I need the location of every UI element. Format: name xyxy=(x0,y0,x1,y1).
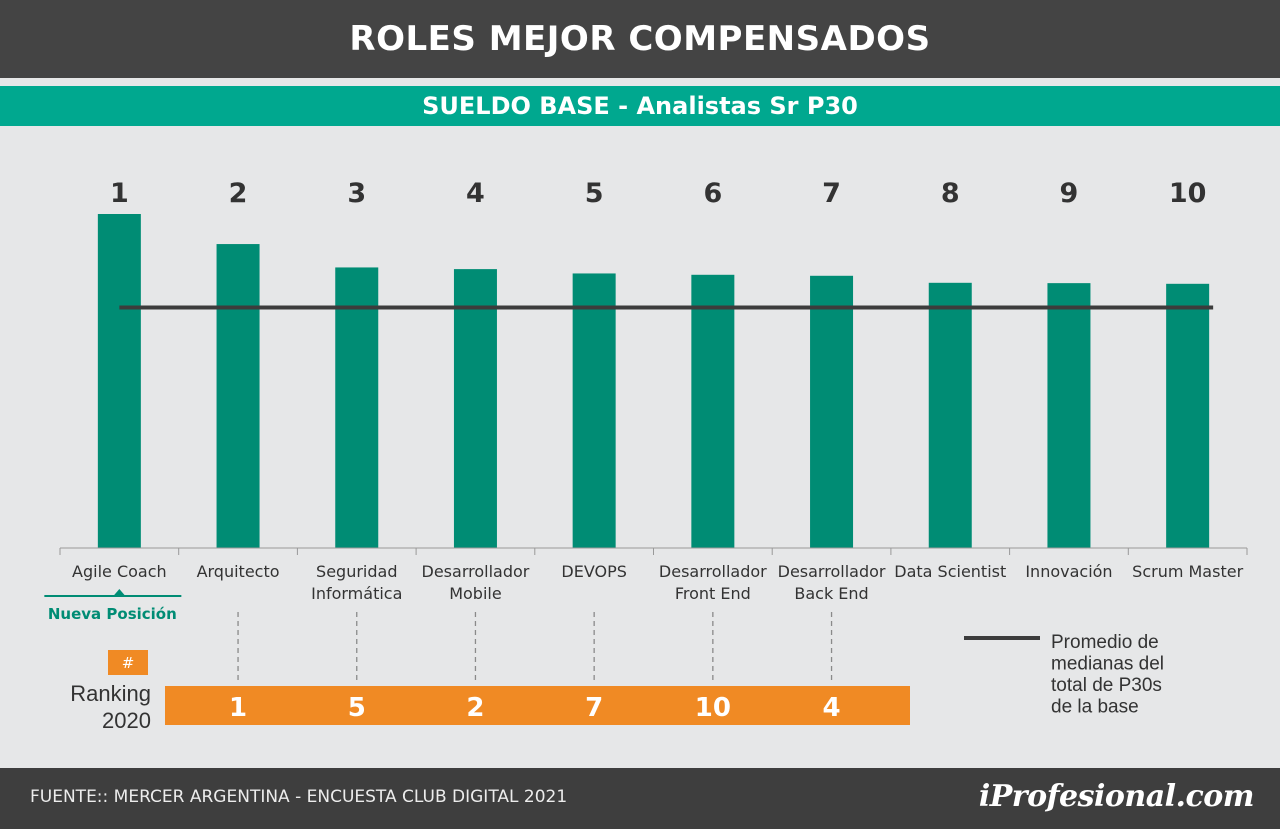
ranking-2020-label: Ranking 2020 xyxy=(70,681,151,733)
footer: FUENTE:: MERCER ARGENTINA - ENCUESTA CLU… xyxy=(0,768,1280,829)
bar-10 xyxy=(1166,283,1210,548)
bar-6 xyxy=(691,274,735,548)
category-label: Data Scientist xyxy=(894,562,1006,581)
bar-1 xyxy=(97,214,141,548)
rank-label: 7 xyxy=(822,178,841,209)
rank-label: 2 xyxy=(229,178,248,209)
ranking-value: 4 xyxy=(823,693,841,723)
bar-4 xyxy=(453,269,497,548)
category-label: Desarrollador Back End xyxy=(778,562,886,603)
category-label: Scrum Master xyxy=(1132,562,1243,581)
bar-8 xyxy=(928,282,972,548)
rank-label: 6 xyxy=(703,178,722,209)
category-label: Desarrollador Mobile xyxy=(422,562,530,603)
new-position-label: Nueva Posición xyxy=(48,605,177,623)
ranking-bar xyxy=(165,686,910,725)
ranking-value: 1 xyxy=(229,693,247,723)
category-label: Arquitecto xyxy=(197,562,280,581)
source-note: FUENTE:: MERCER ARGENTINA - ENCUESTA CLU… xyxy=(30,787,568,807)
bar-3 xyxy=(335,267,379,548)
ranking-badge xyxy=(108,650,148,675)
category-label: Innovación xyxy=(1025,562,1112,581)
bar-9 xyxy=(1047,283,1091,548)
rank-label: 10 xyxy=(1169,178,1207,209)
ranking-value: 7 xyxy=(585,693,603,723)
category-label: Desarrollador Front End xyxy=(659,562,767,603)
ranking-badge-label: # xyxy=(122,654,135,672)
category-label: Agile Coach xyxy=(72,562,167,581)
ranking-value: 2 xyxy=(466,693,484,723)
chart-subtitle: SUELDO BASE - Analistas Sr P30 xyxy=(0,86,1280,126)
new-position-marker xyxy=(113,589,126,596)
bar-2 xyxy=(216,244,260,548)
rank-label: 5 xyxy=(585,178,604,209)
rank-label: 9 xyxy=(1060,178,1079,209)
bar-chart: 1 2 3 4 5 6 7 8 9 10 Agile Coach Arquitecto Segurida… xyxy=(44,178,1248,733)
rank-label: 1 xyxy=(110,178,129,209)
category-label: DEVOPS xyxy=(561,562,627,581)
bar-5 xyxy=(572,273,616,548)
ranking-value: 5 xyxy=(348,693,366,723)
rank-label: 4 xyxy=(466,178,485,209)
legend-label: Promedio de medianas del total de P30s de l… xyxy=(1051,632,1164,718)
ranking-value: 10 xyxy=(695,693,731,723)
rank-label: 3 xyxy=(347,178,366,209)
chart-title: ROLES MEJOR COMPENSADOS xyxy=(0,0,1280,78)
rank-label: 8 xyxy=(941,178,960,209)
bar-7 xyxy=(810,275,854,548)
category-label: Seguridad Informática xyxy=(311,562,402,603)
brand-logo: iProfesional.com xyxy=(978,779,1255,814)
